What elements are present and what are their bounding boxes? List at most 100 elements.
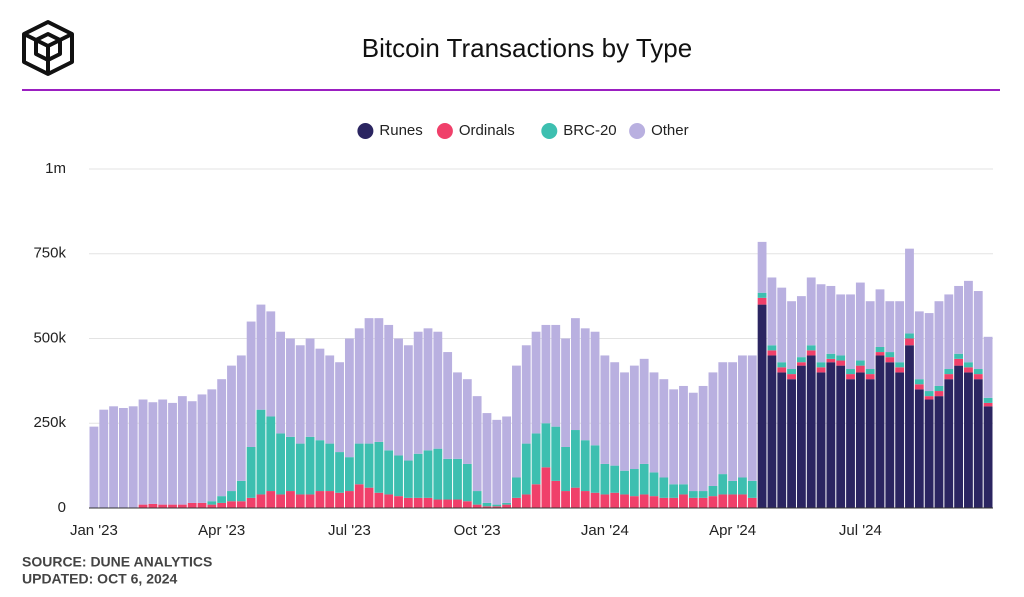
bar-segment — [777, 362, 787, 368]
bar-segment — [413, 497, 423, 508]
bar-segment — [610, 362, 620, 466]
bar-segment — [600, 494, 610, 508]
bar-segment — [639, 463, 649, 495]
bar-segment — [914, 379, 924, 385]
bar-segment — [836, 294, 846, 356]
bar-segment — [983, 397, 993, 403]
bar-segment — [433, 331, 443, 449]
bar-segment — [354, 328, 364, 444]
bar-segment — [698, 385, 708, 492]
bar-segment — [541, 467, 551, 508]
bar-segment — [659, 497, 669, 508]
bar-segment — [796, 296, 806, 358]
bar-segment — [806, 345, 816, 351]
bar-segment — [512, 477, 521, 498]
bar-segment — [561, 338, 570, 447]
bar-segment — [168, 504, 177, 508]
bar-segment — [207, 504, 217, 508]
bar-segment — [462, 501, 472, 508]
bar-segment — [374, 441, 384, 493]
bar-segment — [826, 358, 836, 363]
bar-segment — [492, 419, 502, 505]
bar-segment — [384, 450, 394, 495]
bar-segment — [983, 336, 993, 398]
bar-segment — [590, 492, 600, 508]
bar-segment — [836, 365, 846, 508]
bar-segment — [335, 362, 344, 453]
bar-segment — [531, 433, 541, 485]
bar-segment — [227, 501, 236, 508]
bar-segment — [472, 396, 482, 492]
bar-segment — [649, 496, 659, 508]
bar-segment — [276, 331, 286, 434]
bar-segment — [629, 469, 639, 497]
bar-segment — [796, 365, 806, 508]
bar-segment — [187, 502, 197, 508]
bar-segment — [934, 391, 944, 397]
bar-segment — [521, 345, 531, 444]
bar-segment — [639, 494, 649, 508]
bar-segment — [855, 282, 865, 361]
bar-segment — [472, 504, 482, 508]
bar-segment — [364, 318, 374, 444]
bar-segment — [767, 355, 777, 508]
bar-segment — [443, 458, 453, 500]
bar-segment — [295, 443, 305, 495]
bar-segment — [384, 324, 394, 451]
bar-segment — [138, 399, 148, 505]
bar-segment — [777, 287, 787, 363]
bar-segment — [168, 402, 177, 505]
bar-segment — [462, 379, 472, 464]
bar-segment — [610, 492, 620, 508]
bar-segment — [924, 313, 934, 392]
bar-segment — [541, 324, 551, 424]
bar-segment — [708, 496, 718, 508]
bar-segment — [855, 360, 865, 366]
bar-segment — [344, 457, 354, 492]
bar-segment — [708, 485, 718, 497]
bar-segment — [728, 480, 738, 495]
bar-segment — [895, 372, 905, 508]
legend-swatch — [357, 123, 374, 139]
bar-segment — [266, 311, 276, 417]
bar-segment — [276, 494, 286, 508]
bar-segment — [914, 384, 924, 390]
bar-segment — [620, 372, 629, 471]
bar-segment — [914, 311, 924, 380]
bar-segment — [453, 499, 462, 508]
bar-segment — [964, 367, 973, 373]
bar-segment — [217, 502, 227, 508]
bar-segment — [914, 389, 924, 508]
y-tick-label: 1m — [45, 160, 66, 177]
bar-segment — [649, 472, 659, 497]
bar-segment — [374, 492, 384, 508]
bar-segment — [384, 494, 394, 508]
bar-segment — [688, 392, 698, 492]
x-tick-label: Jan '24 — [581, 522, 629, 539]
bar-segment — [128, 406, 138, 508]
bar-segment — [718, 362, 728, 475]
bar-segment — [354, 443, 364, 485]
bar-segment — [954, 358, 964, 366]
bar-segment — [531, 484, 541, 508]
bar-segment — [158, 504, 168, 508]
bar-segment — [502, 416, 512, 503]
bar-segment — [344, 491, 354, 508]
legend-swatch — [541, 123, 558, 139]
bar-segment — [944, 379, 954, 508]
bar-segment — [570, 430, 580, 488]
bar-segment — [413, 453, 423, 498]
bar-segment — [944, 369, 954, 375]
updated: UPDATED: OCT 6, 2024 — [22, 571, 178, 587]
bar-segment — [423, 497, 433, 508]
bar-segment — [403, 460, 413, 498]
source: SOURCE: DUNE ANALYTICS — [22, 554, 212, 570]
bar-segment — [570, 487, 580, 508]
bar-segment — [295, 494, 305, 508]
bar-segment — [826, 353, 836, 359]
bar-segment — [738, 494, 747, 508]
bar-segment — [403, 345, 413, 461]
bar-segment — [315, 440, 325, 492]
